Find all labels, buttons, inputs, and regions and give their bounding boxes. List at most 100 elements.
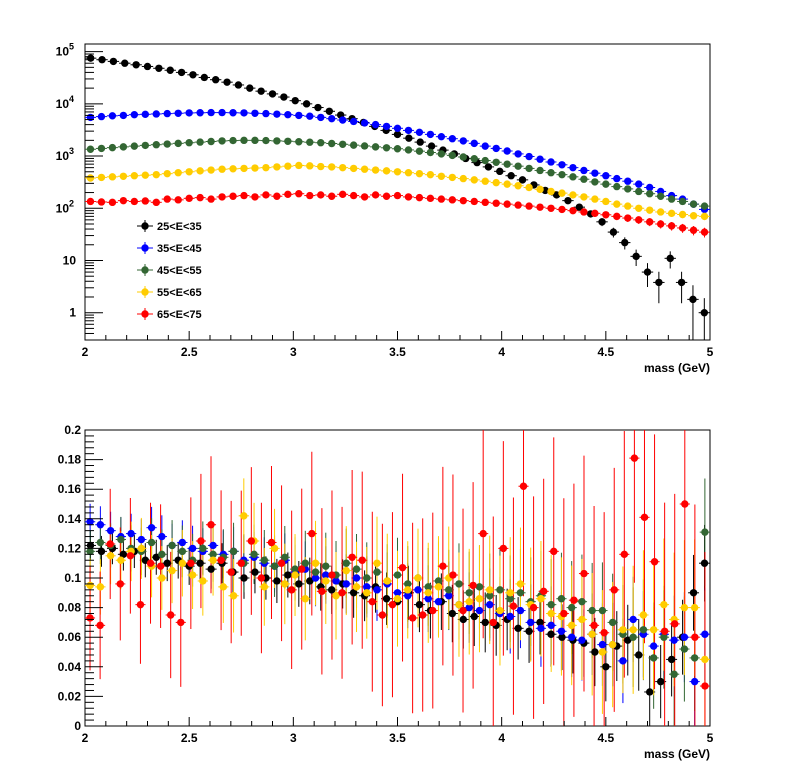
- data-point: [301, 559, 309, 567]
- data-point: [613, 182, 621, 191]
- data-point: [174, 109, 182, 117]
- data-point: [207, 195, 215, 203]
- data-point: [630, 454, 639, 462]
- data-point: [439, 562, 447, 570]
- data-point: [119, 143, 128, 151]
- data-point: [470, 176, 478, 184]
- data-point: [492, 144, 500, 153]
- data-point: [470, 612, 478, 621]
- data-point: [281, 580, 289, 588]
- data-point: [503, 200, 511, 208]
- data-point: [539, 587, 548, 596]
- data-point: [680, 633, 689, 641]
- data-point: [570, 596, 578, 604]
- data-point: [499, 544, 508, 553]
- data-point: [547, 630, 555, 638]
- data-point: [514, 624, 522, 633]
- data-point: [404, 592, 412, 600]
- data-point: [429, 606, 437, 615]
- data-point: [277, 559, 286, 567]
- data-point: [306, 162, 314, 170]
- data-point: [645, 183, 654, 192]
- data-point: [117, 556, 125, 564]
- data-point: [342, 566, 350, 575]
- data-point: [332, 577, 340, 585]
- legend-marker: [141, 266, 149, 274]
- data-point: [86, 614, 94, 622]
- data-point: [681, 500, 689, 508]
- data-point: [106, 526, 115, 535]
- data-point: [700, 202, 709, 210]
- series-5: [86, 454, 709, 690]
- data-point: [547, 204, 555, 212]
- top-y-tick-label: 10: [56, 45, 70, 59]
- data-point: [608, 618, 617, 627]
- data-point: [108, 112, 117, 120]
- data-point: [470, 154, 478, 163]
- data-point: [670, 636, 678, 644]
- data-point: [270, 544, 279, 553]
- data-point: [178, 538, 187, 547]
- data-point: [424, 595, 432, 603]
- data-point: [569, 206, 577, 215]
- data-point: [670, 670, 678, 678]
- data-point: [119, 172, 128, 180]
- data-point: [240, 164, 248, 173]
- data-point: [678, 224, 687, 232]
- data-point: [590, 621, 598, 630]
- data-point: [196, 559, 204, 567]
- data-point: [393, 191, 402, 200]
- data-point: [680, 645, 689, 653]
- data-point: [629, 626, 637, 634]
- data-point: [470, 139, 478, 148]
- data-point: [656, 208, 665, 216]
- data-point: [459, 606, 467, 615]
- data-point: [578, 615, 586, 624]
- data-point: [358, 556, 366, 564]
- data-point: [185, 139, 193, 147]
- data-point: [437, 172, 446, 180]
- data-point: [229, 592, 238, 600]
- data-point: [240, 512, 248, 520]
- data-point: [371, 166, 380, 174]
- data-point: [459, 196, 467, 205]
- data-point: [106, 540, 114, 548]
- data-point: [295, 190, 303, 198]
- bottom-x-tick-label: 3: [290, 731, 297, 745]
- data-point: [251, 164, 259, 172]
- data-point: [415, 193, 424, 202]
- data-point: [156, 562, 165, 570]
- data-point: [352, 574, 361, 582]
- top-y-tick-label: 10: [63, 253, 77, 267]
- data-point: [273, 192, 281, 200]
- data-point: [536, 185, 544, 194]
- data-point: [690, 603, 699, 612]
- data-point: [196, 193, 204, 202]
- data-point: [251, 193, 259, 201]
- data-point: [200, 73, 209, 82]
- data-point: [640, 513, 649, 522]
- data-point: [291, 96, 299, 105]
- data-point: [591, 169, 599, 177]
- data-point: [147, 538, 156, 547]
- legend-marker: [141, 288, 149, 296]
- data-point: [437, 195, 446, 203]
- data-point: [414, 586, 422, 594]
- data-point: [667, 209, 676, 218]
- data-point: [448, 609, 457, 618]
- data-point: [86, 54, 95, 62]
- bottom-x-tick-label: 2.5: [181, 731, 198, 745]
- data-point: [635, 651, 643, 659]
- data-point: [496, 606, 504, 615]
- top-y-tick-exponent: 5: [69, 42, 74, 52]
- data-point: [163, 195, 171, 203]
- legend-marker: [141, 244, 149, 252]
- data-point: [363, 574, 371, 582]
- data-point: [86, 547, 94, 556]
- data-point: [701, 630, 709, 638]
- data-point: [514, 150, 522, 158]
- data-point: [378, 611, 387, 619]
- data-point: [624, 177, 632, 185]
